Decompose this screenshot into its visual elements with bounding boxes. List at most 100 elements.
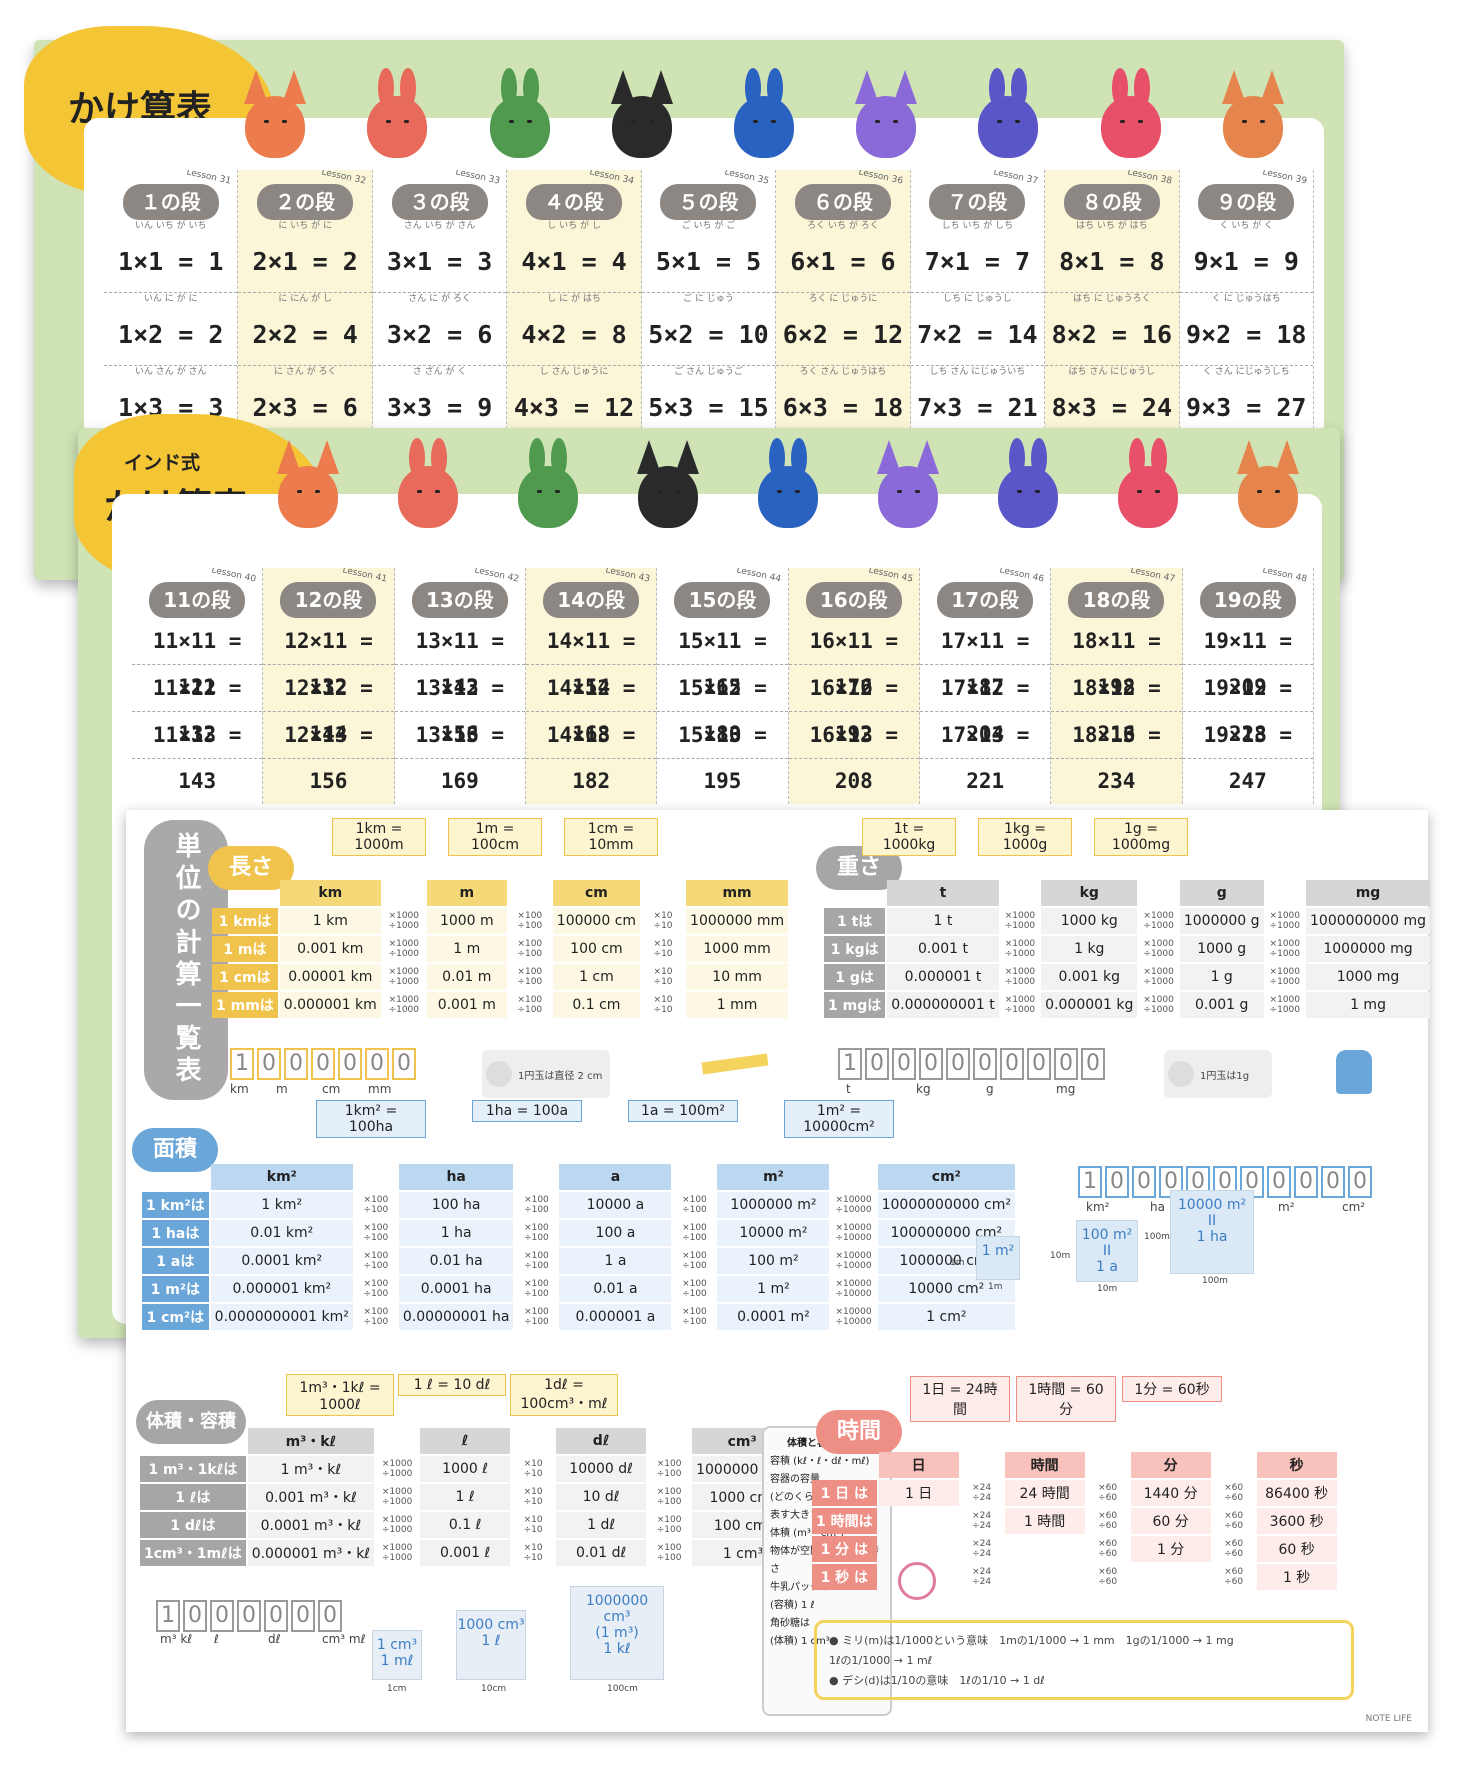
- conversion-factor: ×100 ÷100: [673, 1248, 715, 1274]
- conversion-tag: 1m² = 10000cm²: [784, 1100, 894, 1138]
- unit-row: 1 m²は 0.000001 km² ×100 ÷100 0.0001 ha ×100 ÷1…: [142, 1276, 1015, 1302]
- multiply-factor: ×60: [1224, 1483, 1244, 1493]
- divide-factor: ÷60: [1098, 1521, 1118, 1531]
- head-shape: [245, 96, 306, 158]
- divide-factor: ÷1000: [1143, 977, 1174, 987]
- multiply-factor: ×10: [653, 911, 673, 921]
- table-column: Lesson 37 ７の段 しち いち が しち 7×1 = 7 しち に じゅうし 7×…: [910, 170, 1046, 580]
- value-cell: 1 分: [1130, 1536, 1211, 1562]
- equation: 13×13 = 169: [394, 712, 525, 793]
- divide-factor: ÷100: [524, 1317, 549, 1327]
- conversion-spacer: [383, 880, 425, 906]
- row-label-pill: 16の段: [805, 582, 902, 618]
- equation: 11×13 = 143: [132, 712, 263, 793]
- dog-face-icon: [719, 68, 809, 168]
- unit-row: 1 cmは 0.00001 km ×1000 ÷1000 0.01 m ×100 ÷100 1…: [212, 964, 789, 990]
- equation: 16×13 = 208: [788, 712, 919, 793]
- conversion-factor: ×100 ÷100: [355, 1192, 397, 1218]
- divide-factor: ÷100: [524, 1205, 549, 1215]
- divide-factor: ÷10: [523, 1553, 543, 1563]
- info-line: 牛乳パックは: [770, 1582, 830, 1593]
- dog-face-icon: [1086, 68, 1176, 168]
- eye-shape: [657, 490, 662, 493]
- digit-box: 0: [1027, 1048, 1051, 1080]
- row-label-pill: 18の段: [1068, 582, 1165, 618]
- reading-ruby: し さん じゅうに: [539, 367, 609, 377]
- eye-shape: [1015, 120, 1021, 123]
- conversion-factor: ×1000 ÷1000: [1001, 964, 1039, 990]
- conversion-factor: ×1000 ÷1000: [1139, 908, 1177, 934]
- table-column: Lesson 48 19の段 19×11 = 209 19×12 = 228 19×13…: [1182, 568, 1314, 804]
- multiply-factor: ×100: [682, 1251, 707, 1261]
- unit-row: 1 ℓは 0.001 m³・kℓ ×1000 ÷1000 1 ℓ ×10 ÷10 10 dℓ ×…: [140, 1484, 828, 1510]
- multiply-factor: ×60: [1224, 1567, 1244, 1577]
- multiply-factor: ×10: [653, 995, 673, 1005]
- info-line: 容積 (kℓ・ℓ・dℓ・mℓ): [770, 1456, 870, 1467]
- equation: 11×12 = 132: [132, 665, 263, 746]
- equation: 7×1 = 7: [910, 232, 1045, 293]
- digit-box: 0: [1000, 1048, 1024, 1080]
- reading-ruby: し いち が し: [547, 221, 601, 231]
- divide-factor: ÷10000: [835, 1317, 872, 1327]
- equation: 11×11 = 121: [132, 618, 263, 699]
- cat-face-icon: [841, 68, 931, 168]
- value-cell: 1 mg: [1306, 992, 1431, 1018]
- value-cell: 10000 cm²: [877, 1276, 1015, 1302]
- digit-box: 0: [318, 1600, 342, 1632]
- multiply-factor: ×100: [524, 1251, 549, 1261]
- head-shape: [1118, 466, 1178, 528]
- eye-shape: [1137, 120, 1143, 123]
- divide-factor: ÷1000: [381, 1553, 413, 1563]
- multiply-factor: ×100: [656, 1459, 682, 1469]
- head-shape: [1222, 96, 1283, 158]
- divide-factor: ÷60: [1098, 1493, 1118, 1503]
- equation: 9×2 = 18: [1179, 305, 1313, 366]
- digit-unit-label: g: [986, 1082, 994, 1096]
- unit-row: 1 aは 0.0001 km² ×100 ÷100 0.01 ha ×100 ÷100 1 a…: [142, 1248, 1015, 1274]
- multiply-factor: ×10: [523, 1515, 543, 1525]
- divide-factor: ÷10: [653, 921, 673, 931]
- prefix-notes: ● ミリ(m)は1/1000という意味 1mの1/1000 → 1 mm 1gの…: [814, 1620, 1354, 1700]
- equation: 14×11 = 154: [525, 618, 657, 699]
- equation: 9×1 = 9: [1179, 232, 1313, 293]
- conversion-tag: 1km² = 100ha: [316, 1100, 426, 1138]
- value-cell: 0.001 ℓ: [420, 1540, 511, 1566]
- conversion-tag: 1dℓ = 100cm³・mℓ: [510, 1374, 618, 1416]
- digit-box: 0: [291, 1600, 315, 1632]
- head-shape: [489, 96, 550, 158]
- value-cell: 1 cm²: [877, 1304, 1015, 1330]
- eye-shape: [1137, 490, 1142, 493]
- row-label: 1 kmは: [212, 908, 278, 934]
- row-label: 1 分 は: [812, 1536, 877, 1562]
- divide-factor: ÷100: [517, 921, 543, 931]
- multiply-factor: ×100: [656, 1487, 682, 1497]
- multiply-factor: ×1000: [381, 1459, 413, 1469]
- value-cell: 1 t: [887, 908, 999, 934]
- value-cell: 0.000001 km²: [210, 1276, 353, 1302]
- corner-cell: [212, 880, 278, 906]
- value-cell: 1 ℓ: [420, 1484, 511, 1510]
- digit-box: 0: [1294, 1166, 1318, 1198]
- eye-shape: [648, 120, 654, 123]
- unit-header: cm²: [877, 1164, 1015, 1190]
- eye-shape: [555, 490, 560, 493]
- value-cell: 0.01 ha: [398, 1248, 514, 1274]
- value-cell: 1000000 m²: [717, 1192, 830, 1218]
- conversion-factor: ×1000 ÷1000: [1266, 992, 1304, 1018]
- equation: 4×1 = 4: [507, 232, 641, 293]
- value-cell: [1131, 1564, 1211, 1590]
- divide-factor: ÷10000: [835, 1205, 872, 1215]
- digit-box: 0: [1267, 1166, 1291, 1198]
- multiply-factor: ×1000: [388, 995, 420, 1005]
- digit-box: 0: [1081, 1048, 1105, 1080]
- eye-shape: [875, 120, 881, 123]
- value-cell: 60 分: [1130, 1508, 1211, 1534]
- side-length: 10m: [1050, 1251, 1071, 1261]
- conversion-tag: 1時間 = 60分: [1016, 1376, 1116, 1422]
- value-cell: 0.00001 km: [279, 964, 381, 990]
- conversion-factor: ×10 ÷10: [512, 1456, 554, 1482]
- conversion-factor: ×10000 ÷10000: [831, 1192, 875, 1218]
- header-row: km m cm mm: [212, 880, 789, 906]
- digit-unit-label: ℓ: [214, 1632, 219, 1646]
